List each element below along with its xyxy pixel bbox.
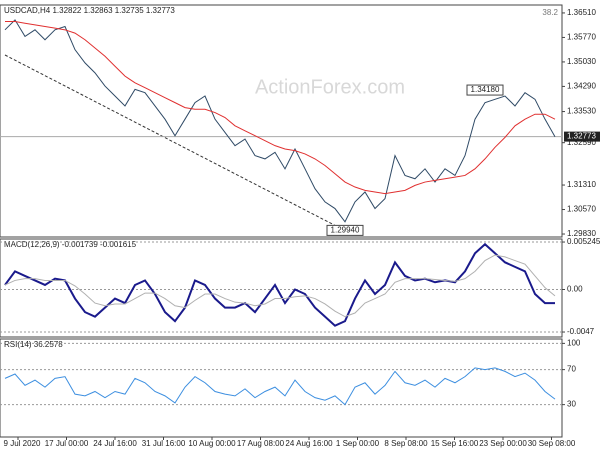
y-tick-label: 1.31310 [567, 180, 596, 189]
series-line [4, 19, 556, 223]
annotation-label: 1.34180 [471, 85, 500, 94]
y-tick-label: 1.35030 [567, 57, 596, 66]
series-line [5, 21, 556, 195]
y-tick-label: 0.005245 [567, 237, 600, 246]
chart-title: USDCAD,H4 1.32822 1.32863 1.32735 1.3277… [4, 6, 175, 15]
fib-label: 38.2 [542, 8, 558, 17]
y-tick-label: 1.32590 [567, 138, 596, 147]
x-tick-label: 17 Jul 00:00 [45, 439, 89, 448]
rsi-panel [0, 338, 563, 438]
current-price-box [564, 131, 600, 142]
y-tick-label: -0.0047 [567, 327, 595, 336]
x-tick-label: 10 Aug 00:00 [188, 439, 236, 448]
x-tick-label: 24 Jul 16:00 [93, 439, 137, 448]
x-tick-label: 1 Sep 00:00 [336, 439, 380, 448]
macd-title: MACD(12,26,9) -0.001739 -0.001615 [4, 240, 137, 249]
series-line [4, 367, 556, 406]
rsi-title: RSI(14) 36.2578 [4, 340, 63, 349]
x-tick-label: 17 Aug 08:00 [237, 439, 285, 448]
x-tick-label: 15 Sep 16:00 [431, 439, 479, 448]
x-tick-label: 8 Sep 08:00 [384, 439, 428, 448]
trend-line [4, 54, 341, 229]
y-tick-label: 0.00 [567, 285, 583, 294]
series-line [4, 254, 556, 318]
x-tick-label: 31 Jul 16:00 [142, 439, 186, 448]
series-line [4, 242, 555, 327]
y-tick-label: 1.30570 [567, 205, 596, 214]
y-tick-label: 1.35770 [567, 33, 596, 42]
watermark: ActionForex.com [255, 76, 405, 98]
x-tick-label: 23 Sep 00:00 [479, 439, 527, 448]
annotation-label: 1.29940 [331, 225, 360, 234]
macd-panel [0, 238, 563, 338]
x-tick-label: 9 Jul 2020 [4, 439, 41, 448]
y-tick-label: 1.29830 [567, 229, 596, 238]
annotation-box [466, 84, 504, 96]
y-tick-label: 1.36510 [567, 8, 596, 17]
y-tick-label: 70 [567, 365, 576, 374]
y-tick-label: 1.34290 [567, 82, 596, 91]
x-tick-label: 24 Aug 16:00 [285, 439, 333, 448]
x-tick-label: 30 Sep 08:00 [528, 439, 576, 448]
y-tick-label: 30 [567, 400, 576, 409]
price-panel [0, 4, 563, 238]
y-tick-label: 100 [567, 338, 581, 347]
annotation-box [326, 224, 364, 236]
current-price-label: 1.32773 [567, 132, 596, 141]
y-tick-label: 1.33530 [567, 107, 596, 116]
